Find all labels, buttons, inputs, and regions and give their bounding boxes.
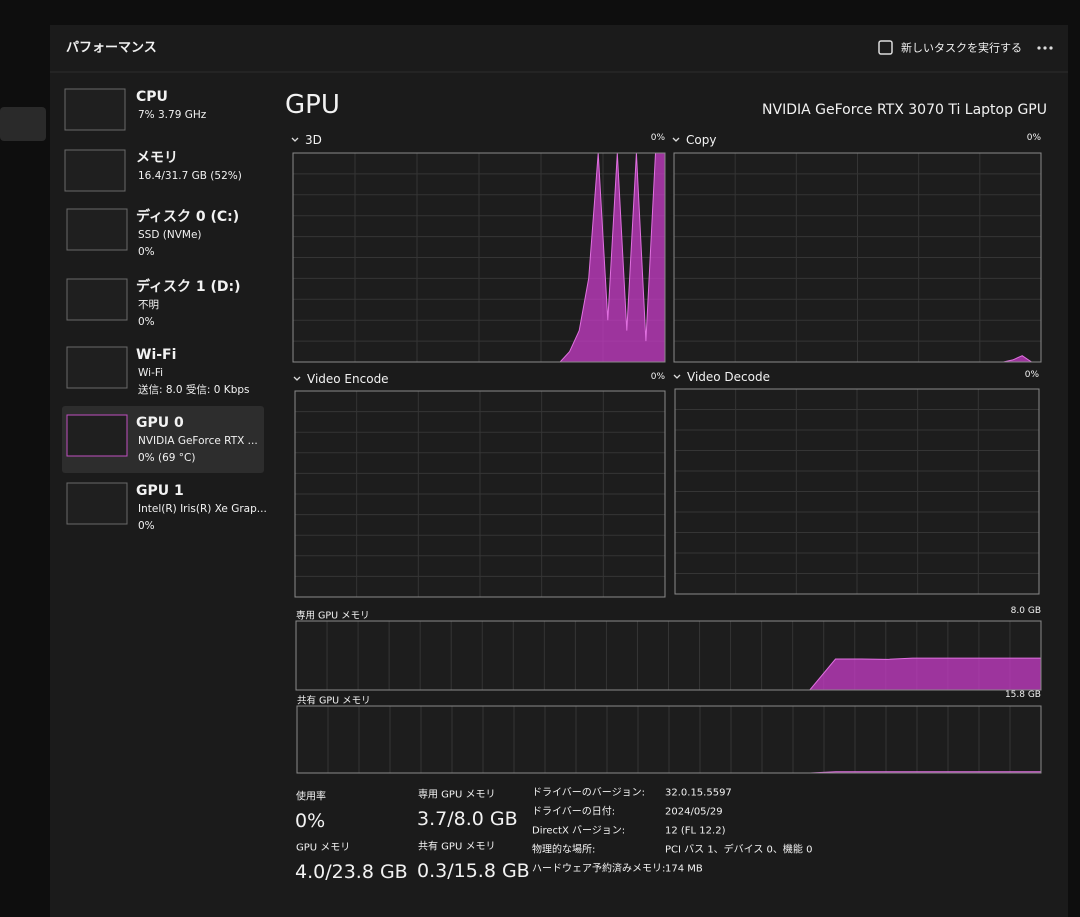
sidebar-detail: 0% (138, 520, 155, 532)
stat-value: 0.3/15.8 GB (417, 860, 530, 882)
chevron[interactable] (673, 374, 681, 379)
sidebar-name: GPU 0 (136, 415, 184, 431)
sidebar-name: ディスク 0 (C:) (136, 208, 239, 225)
graph-border (673, 152, 1042, 363)
property-value: 174 MB (665, 864, 703, 875)
sidebar-thumb[interactable] (66, 482, 128, 525)
stat-label: 使用率 (296, 790, 326, 803)
graph-border (292, 152, 666, 363)
sidebar-detail: 送信: 8.0 受信: 0 Kbps (138, 383, 250, 396)
property-value: 32.0.15.5597 (665, 788, 732, 799)
sidebar-thumb[interactable] (64, 88, 126, 131)
nav-tab[interactable] (0, 107, 46, 141)
header-title: パフォーマンス (66, 41, 157, 56)
sidebar-name: Wi-Fi (136, 347, 176, 363)
engine-usage: 0% (651, 133, 666, 143)
sidebar-name: ディスク 1 (D:) (136, 278, 241, 295)
property-label: ハードウェア予約済みメモリ: (532, 862, 665, 875)
graph-border (296, 705, 1042, 774)
graph-border (295, 620, 1042, 691)
engine-name[interactable]: Video Decode (687, 370, 770, 384)
chevron[interactable] (293, 376, 301, 381)
sidebar-thumb[interactable] (66, 278, 128, 321)
engine-name[interactable]: Video Encode (307, 372, 389, 386)
engine-usage: 0% (1027, 133, 1042, 143)
stat-value: 0% (295, 810, 325, 832)
sidebar-thumb[interactable] (66, 346, 128, 389)
sidebar-detail: NVIDIA GeForce RTX ... (138, 435, 258, 447)
sidebar-detail: 不明 (138, 299, 159, 311)
device-name: NVIDIA GeForce RTX 3070 Ti Laptop GPU (762, 102, 1047, 118)
stat-label: 専用 GPU メモリ (418, 789, 495, 801)
property-label: ドライバーのバージョン: (532, 787, 645, 799)
engine-usage: 0% (651, 372, 666, 382)
engine-name[interactable]: Copy (686, 133, 716, 147)
graph-border (294, 390, 666, 598)
sidebar-thumb[interactable] (66, 208, 128, 251)
sidebar-detail: Wi-Fi (138, 367, 163, 379)
stat-label: 共有 GPU メモリ (418, 840, 495, 853)
engine-usage: 0% (1025, 370, 1040, 380)
run-task-label[interactable]: 新しいタスクを実行する (901, 41, 1022, 55)
graph-border (674, 388, 1040, 595)
sidebar-thumb[interactable] (66, 414, 128, 457)
sidebar-detail: 0% (69 °C) (138, 452, 195, 464)
sidebar-name: GPU 1 (136, 483, 184, 499)
property-value: 2024/05/29 (665, 807, 723, 818)
property-label: ドライバーの日付: (532, 805, 615, 818)
chevron[interactable] (291, 137, 299, 142)
chevron[interactable] (672, 137, 680, 142)
sidebar-detail: 0% (138, 246, 155, 258)
memory-graph-name: 専用 GPU メモリ (296, 610, 370, 622)
property-label: 物理的な場所: (532, 843, 595, 856)
memory-graph-name: 共有 GPU メモリ (297, 695, 371, 707)
sidebar-detail: SSD (NVMe) (138, 229, 202, 241)
memory-graph-max: 15.8 GB (1005, 690, 1041, 700)
sidebar-thumb[interactable] (64, 149, 126, 192)
property-value: 12 (FL 12.2) (665, 826, 726, 837)
run-task-icon[interactable] (878, 40, 893, 55)
property-label: DirectX バージョン: (532, 825, 625, 837)
stat-value: 4.0/23.8 GB (295, 861, 408, 883)
memory-graph-max: 8.0 GB (1011, 606, 1041, 616)
engine-name[interactable]: 3D (305, 133, 322, 147)
stat-label: GPU メモリ (296, 843, 350, 854)
stat-value: 3.7/8.0 GB (417, 808, 518, 830)
sidebar-detail: 0% (138, 316, 155, 328)
sidebar-detail: Intel(R) Iris(R) Xe Grap... (138, 503, 267, 515)
sidebar-name: メモリ (136, 150, 178, 166)
more-button[interactable] (1037, 46, 1053, 50)
sidebar-detail: 7% 3.79 GHz (138, 109, 207, 121)
sidebar-name: CPU (136, 89, 168, 105)
property-value: PCI バス 1、デバイス 0、機能 0 (665, 843, 812, 856)
main-title: GPU (285, 90, 340, 120)
sidebar-detail: 16.4/31.7 GB (52%) (138, 170, 242, 182)
